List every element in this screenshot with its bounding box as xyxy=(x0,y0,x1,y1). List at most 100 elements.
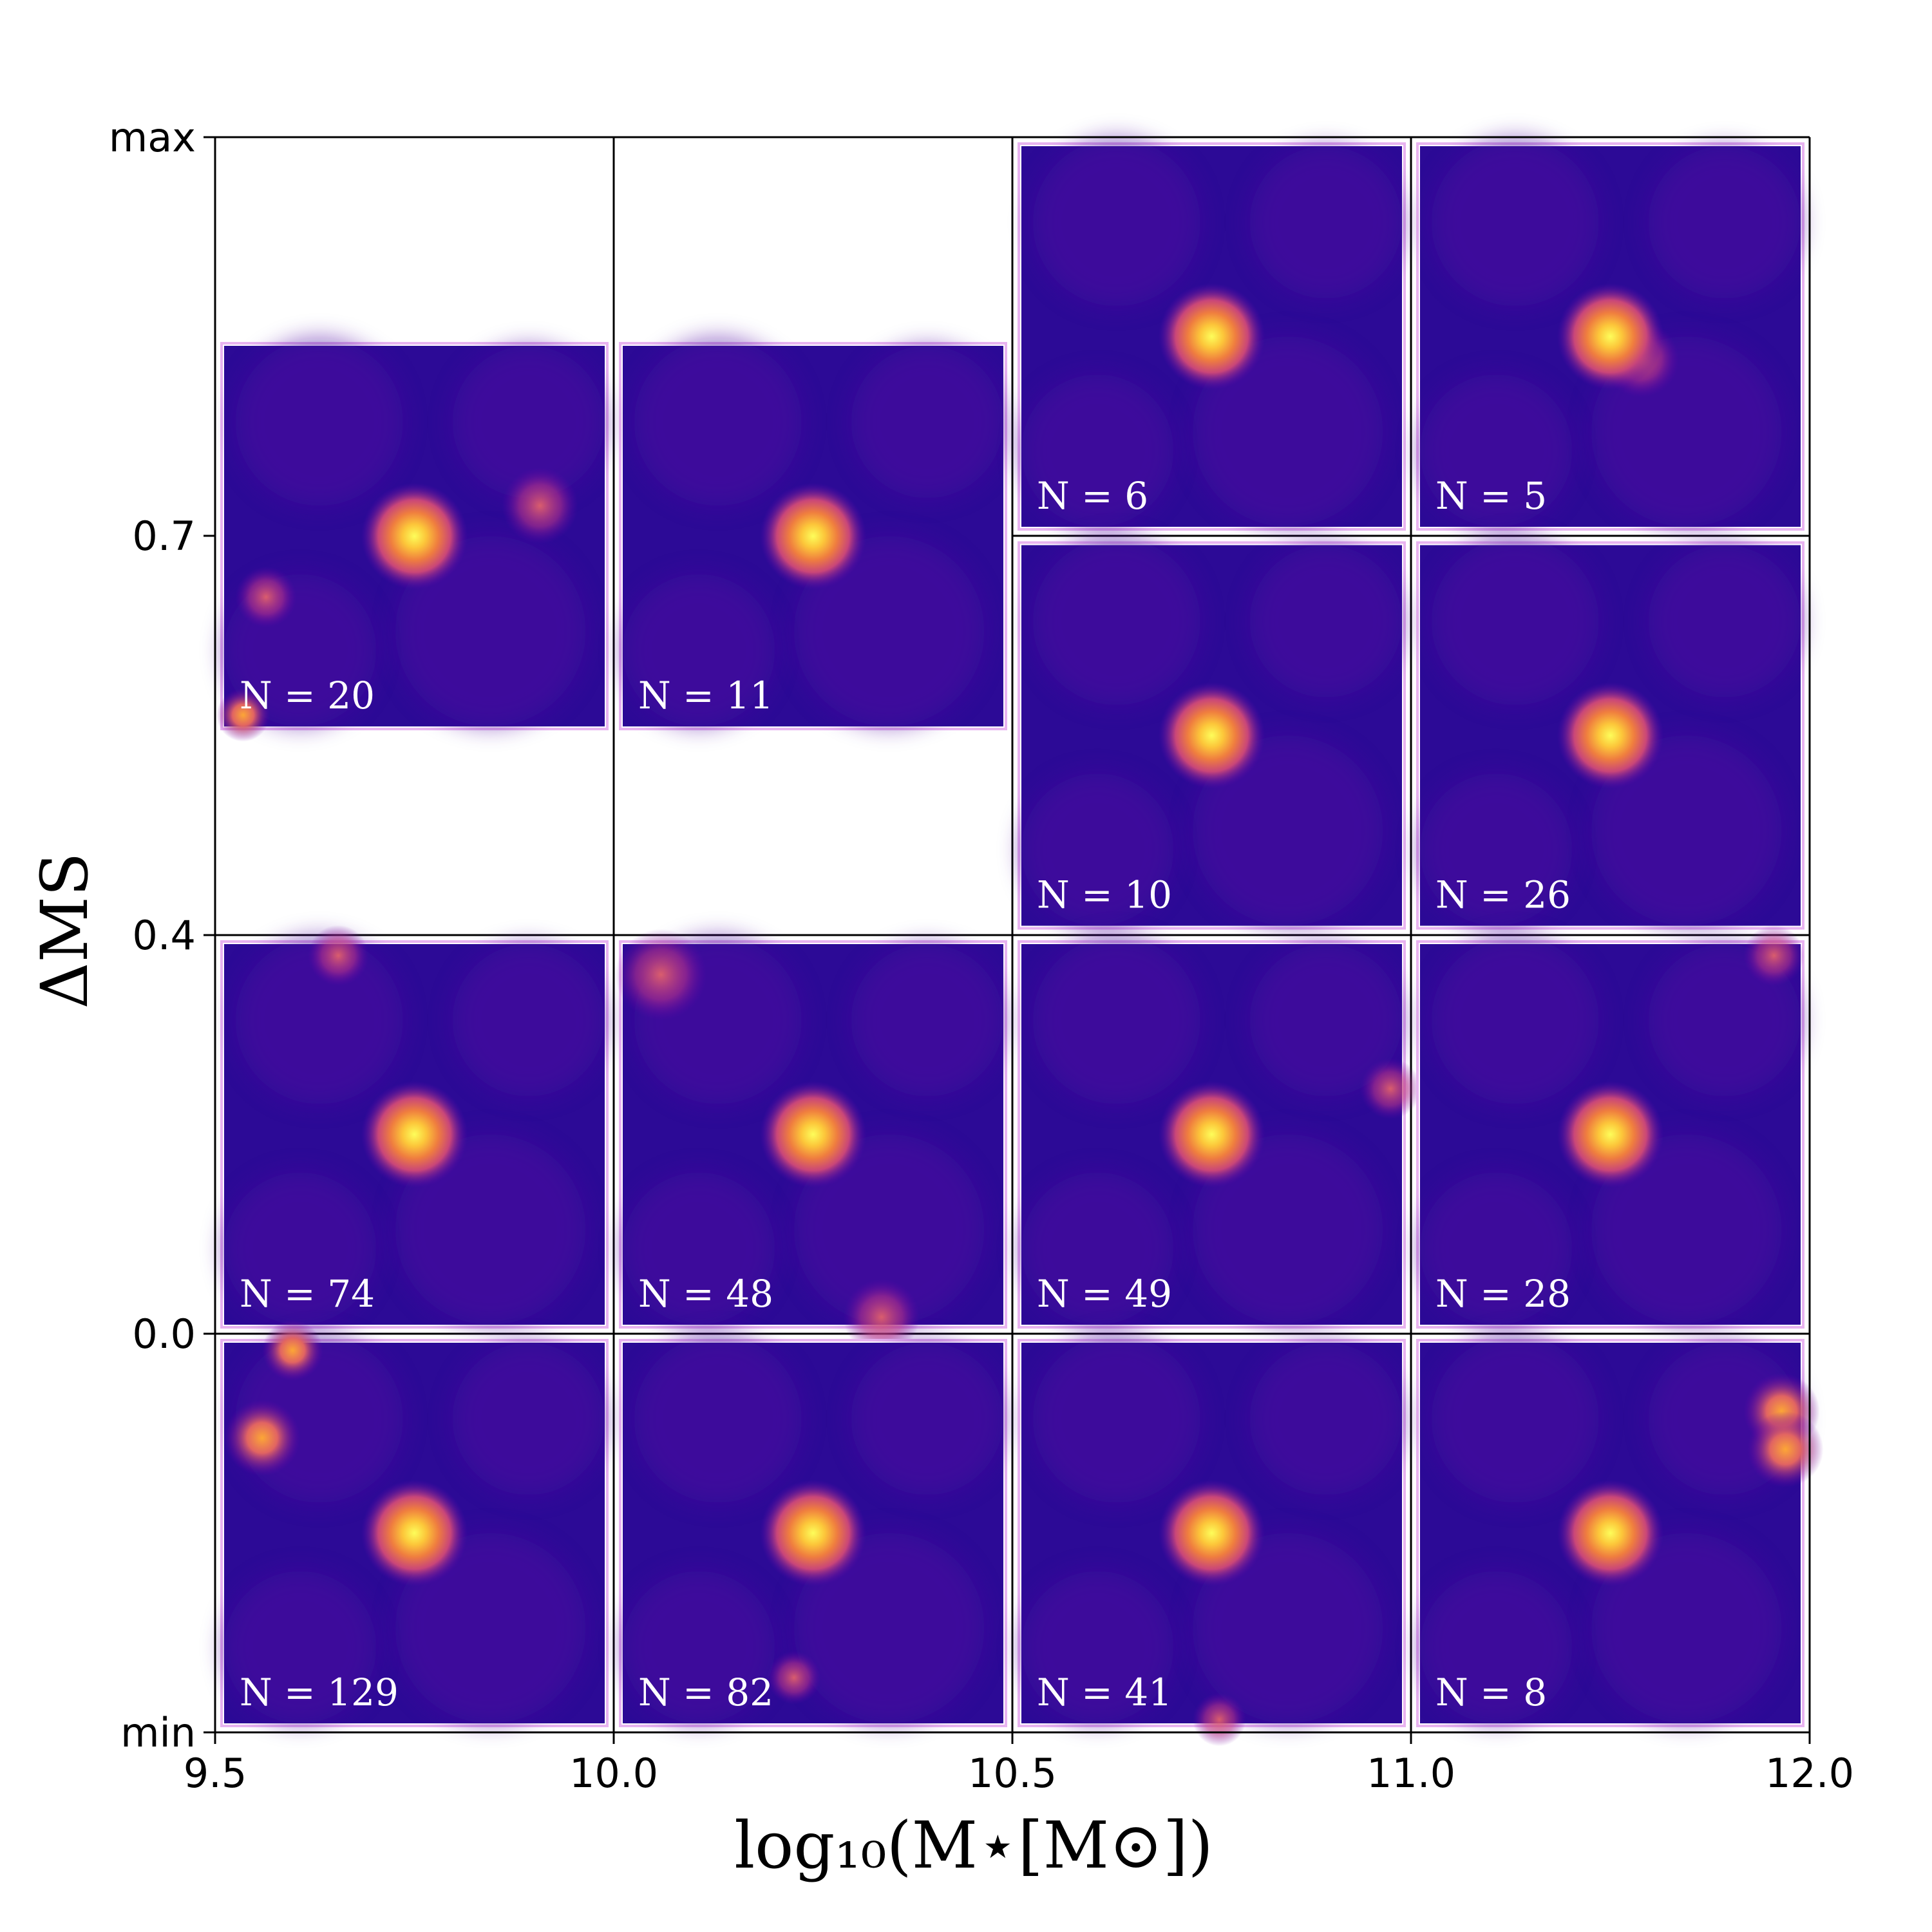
image-panel: N = 5 xyxy=(1416,138,1804,531)
secondary-source xyxy=(1359,1058,1421,1119)
image-panel: N = 26 xyxy=(1416,537,1804,930)
image-panel: N = 6 xyxy=(1018,138,1406,531)
count-label: N = 129 xyxy=(240,1671,399,1714)
background-mottle xyxy=(1021,374,1174,527)
count-label: N = 49 xyxy=(1037,1272,1172,1316)
background-mottle xyxy=(1021,1172,1174,1325)
panel-grid-lines xyxy=(215,137,1810,1732)
count-label: N = 5 xyxy=(1435,474,1547,518)
background-mottle xyxy=(1192,735,1383,926)
background-mottle xyxy=(622,574,775,726)
x-axis-title: log₁₀(M⋆[M⊙]) xyxy=(734,1808,1213,1883)
background-mottle xyxy=(1021,773,1174,926)
background-mottle xyxy=(235,338,403,506)
background-mottle xyxy=(793,1533,985,1723)
central-source xyxy=(1557,1479,1664,1587)
x-tick-label: 11.0 xyxy=(1367,1750,1455,1797)
image-panel: N = 11 xyxy=(619,338,1007,730)
background-mottle xyxy=(1591,735,1782,926)
background-mottle xyxy=(1032,936,1200,1104)
background-mottle xyxy=(1192,1533,1383,1723)
background-mottle xyxy=(1648,146,1801,299)
secondary-source xyxy=(502,468,578,544)
image-panels: N = 20 N = 11 N = 6 N = 5 N = 10 N = 26 N = 74… xyxy=(216,138,1824,1747)
secondary-source xyxy=(216,688,270,742)
background-mottle xyxy=(1420,1172,1573,1325)
background-mottle xyxy=(1431,138,1599,307)
secondary-source xyxy=(262,1320,323,1381)
background-mottle xyxy=(851,944,1004,1097)
y-tick-label: 0.4 xyxy=(132,912,196,959)
image-panel: N = 20 xyxy=(216,338,609,742)
image-panel: N = 8 xyxy=(1416,1335,1824,1727)
background-mottle xyxy=(1431,537,1599,705)
central-source xyxy=(1158,283,1265,390)
count-label: N = 48 xyxy=(638,1272,773,1316)
background-mottle xyxy=(622,1571,775,1723)
background-mottle xyxy=(1249,146,1402,299)
background-mottle xyxy=(1032,138,1200,307)
x-tick-label: 9.5 xyxy=(184,1750,247,1797)
central-source xyxy=(1158,1479,1265,1587)
image-panel: N = 41 xyxy=(1018,1335,1406,1747)
central-source xyxy=(1158,1081,1265,1188)
background-mottle xyxy=(1591,1533,1782,1723)
secondary-source xyxy=(224,1399,301,1476)
secondary-source xyxy=(308,925,369,987)
background-mottle xyxy=(452,1343,605,1495)
central-source xyxy=(361,482,468,590)
central-source xyxy=(1158,682,1265,789)
y-tick-label: 0.0 xyxy=(132,1311,196,1358)
central-source xyxy=(1557,1081,1664,1188)
background-mottle xyxy=(395,1134,586,1325)
background-mottle xyxy=(1431,1335,1599,1503)
background-mottle xyxy=(622,1172,775,1325)
background-mottle xyxy=(1192,336,1383,527)
image-panel: N = 129 xyxy=(220,1320,609,1727)
secondary-source xyxy=(1743,925,1804,987)
image-panel: N = 28 xyxy=(1416,925,1804,1329)
secondary-source xyxy=(1747,1411,1824,1488)
background-mottle xyxy=(1249,1343,1402,1495)
central-source xyxy=(361,1479,468,1587)
background-mottle xyxy=(1420,773,1573,926)
background-mottle xyxy=(793,1134,985,1325)
count-label: N = 8 xyxy=(1435,1671,1547,1714)
background-mottle xyxy=(1431,936,1599,1104)
count-label: N = 74 xyxy=(240,1272,375,1316)
count-label: N = 41 xyxy=(1037,1671,1172,1714)
count-label: N = 11 xyxy=(638,674,773,717)
image-panel: N = 48 xyxy=(615,929,1007,1356)
background-mottle xyxy=(851,1343,1004,1495)
central-source xyxy=(1557,682,1664,789)
y-tick-label: max xyxy=(109,114,196,161)
secondary-source xyxy=(235,566,297,628)
central-source xyxy=(759,482,867,590)
background-mottle xyxy=(1249,545,1402,697)
background-mottle xyxy=(1420,374,1573,527)
background-mottle xyxy=(634,338,802,506)
background-mottle xyxy=(452,346,605,498)
background-mottle xyxy=(1032,1335,1200,1503)
central-source xyxy=(1557,283,1664,390)
background-mottle xyxy=(1021,1571,1174,1723)
x-tick-label: 10.5 xyxy=(968,1750,1057,1797)
background-mottle xyxy=(1648,545,1801,697)
background-mottle xyxy=(235,936,403,1104)
central-source xyxy=(759,1081,867,1188)
count-label: N = 10 xyxy=(1037,873,1172,917)
image-panel: N = 10 xyxy=(1018,537,1406,930)
image-panel: N = 82 xyxy=(619,1335,1007,1727)
secondary-source xyxy=(615,929,707,1021)
count-label: N = 82 xyxy=(638,1671,773,1714)
y-axis-title: ΔMS xyxy=(27,852,102,1009)
image-panel: N = 74 xyxy=(220,925,609,1329)
background-mottle xyxy=(395,536,586,726)
central-source xyxy=(361,1081,468,1188)
background-mottle xyxy=(1420,1571,1573,1723)
background-mottle xyxy=(1249,944,1402,1097)
background-mottle xyxy=(1032,537,1200,705)
background-mottle xyxy=(395,1533,586,1723)
tick-labels: 9.5 10.0 10.5 11.0 12.0 max 0.7 0.4 0.0 min xyxy=(109,114,1854,1797)
